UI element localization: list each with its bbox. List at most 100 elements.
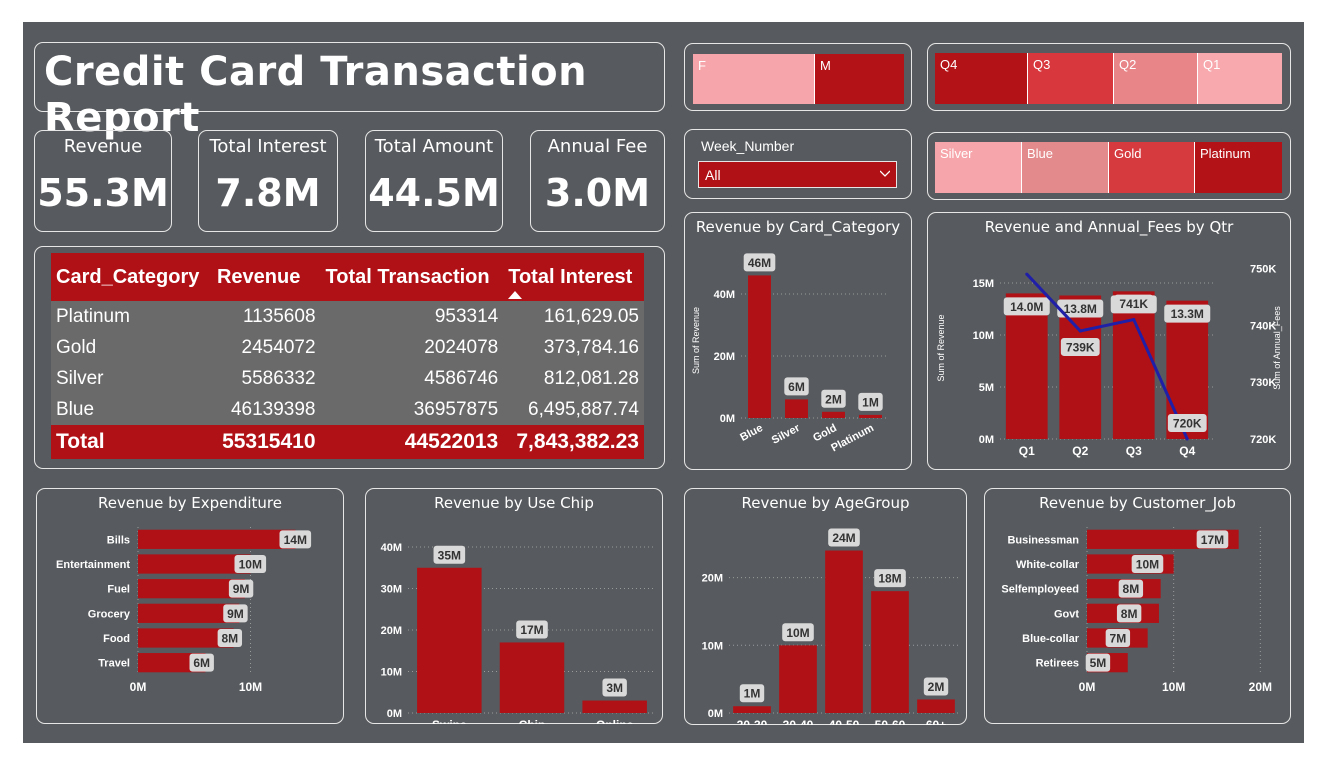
x-tick-label: 10M <box>1162 680 1185 694</box>
bar <box>582 700 647 713</box>
bar <box>822 411 845 418</box>
chevron-down-icon <box>880 170 890 177</box>
kpi-card-total-amount[interactable]: Total Amount 44.5M <box>365 130 503 232</box>
slicer-tile-quarter[interactable]: Q1 <box>1198 53 1282 104</box>
table-cell: 55315410 <box>211 425 321 459</box>
x-tick-label: 20M <box>1249 680 1272 694</box>
slicer-tile-category[interactable]: Silver <box>935 142 1022 193</box>
use-chip-chart-panel: Revenue by Use Chip 0M 10M 20M 30M 40M Swipe 3… <box>365 488 663 724</box>
data-label-text: 8M <box>1121 607 1138 621</box>
data-label-bg <box>1118 579 1144 598</box>
bar <box>871 591 909 713</box>
bar <box>138 603 240 623</box>
table-header[interactable]: Card_Category <box>51 253 212 301</box>
data-label-bg <box>743 253 776 272</box>
data-label-bg <box>1105 629 1131 647</box>
data-label-bg <box>1196 530 1229 549</box>
data-label: 17M <box>1196 530 1229 549</box>
quarter-slicer: Q4 Q3 Q2 Q1 <box>935 53 1282 104</box>
data-label-text: 46M <box>748 256 771 270</box>
slicer-tile-gender[interactable]: M <box>815 54 904 104</box>
bar <box>1005 293 1048 439</box>
data-label-text: 8M <box>1123 582 1140 596</box>
kpi-card-annual-fee[interactable]: Annual Fee 3.0M <box>530 130 665 232</box>
y2-axis-title: Sum of Annual_Fees <box>1272 306 1282 390</box>
y-tick-label: Govt <box>1054 608 1079 620</box>
table-cell: 46139398 <box>230 398 316 420</box>
bar <box>138 628 234 648</box>
page-title: Credit Card Transaction Report <box>44 49 588 141</box>
table-row[interactable]: Silver 5586332 4586746 812,081.28 <box>51 363 644 394</box>
x-tick-label: 60+ <box>926 718 946 725</box>
data-label-text: 17M <box>520 623 543 637</box>
bar <box>1112 291 1155 439</box>
data-label-text: 7M <box>1110 632 1127 646</box>
slicer-label: Q4 <box>940 57 958 72</box>
card-category-chart: 0M20M40MBlue46MSilver6MGold2MPlatinum1MS… <box>691 253 889 454</box>
table-header[interactable]: Total Transaction <box>320 253 504 301</box>
data-label-bg <box>858 392 883 411</box>
age-group-chart-panel: Revenue by AgeGroup 0M 10M 20M 20-30 1M 30-40… <box>684 488 967 725</box>
x-tick-label: Q1 <box>1019 444 1035 458</box>
x-tick-label: 50-60 <box>875 718 906 725</box>
kpi-card-total-interest[interactable]: Total Interest 7.8M <box>198 130 338 232</box>
data-label: 2M <box>821 389 846 408</box>
x-tick-label: Q4 <box>1179 444 1195 458</box>
data-label: 18M <box>874 569 906 588</box>
table-header[interactable]: Revenue <box>211 253 321 301</box>
table-cell: 812,081.28 <box>543 367 639 389</box>
y-tick-label: 20M <box>702 573 723 585</box>
data-label-bg <box>516 620 548 639</box>
quarter-slicer-panel: Q4 Q3 Q2 Q1 <box>927 43 1291 111</box>
data-label: 5M <box>1085 653 1111 672</box>
data-label-bg <box>1114 294 1154 313</box>
y-tick-label: 5M <box>979 382 994 394</box>
table-cell: 44522013 <box>320 425 504 459</box>
bar <box>499 642 565 713</box>
slicer-tile-category[interactable]: Gold <box>1109 142 1195 193</box>
expenditure-chart-panel: Revenue by Expenditure 0M 10M Bills 14M Ente… <box>36 488 344 724</box>
kpi-value: 3.0M <box>544 171 651 215</box>
table-row[interactable]: Blue 46139398 36957875 6,495,887.74 <box>51 394 644 425</box>
bar <box>138 653 206 673</box>
table-cell: 2024078 <box>424 336 499 358</box>
week-number-dropdown[interactable]: All <box>698 161 897 188</box>
data-label-bg <box>828 528 860 547</box>
annual-fee-line <box>1025 273 1189 440</box>
data-label-text: 720K <box>1173 417 1202 431</box>
data-label-bg <box>874 569 906 588</box>
data-label: 35M <box>433 545 466 564</box>
data-label-text: 14M <box>284 533 307 547</box>
slicer-tile-quarter[interactable]: Q4 <box>935 53 1028 104</box>
data-label-bg <box>1116 604 1142 623</box>
table-row[interactable]: Gold 2454072 2024078 373,784.16 <box>51 332 644 363</box>
customer-job-chart-panel: Revenue by Customer_Job 0M 10M 20M Business… <box>984 488 1291 724</box>
table-cell: Gold <box>56 336 97 358</box>
slicer-tile-category[interactable]: Platinum <box>1195 142 1282 193</box>
y2-tick-label: 720K <box>1250 434 1276 446</box>
title-panel: Credit Card Transaction Report <box>34 42 665 141</box>
slicer-label: Blue <box>1027 146 1054 161</box>
category-slicer: Silver Blue Gold Platinum <box>935 142 1282 193</box>
slicer-tile-quarter[interactable]: Q3 <box>1028 53 1114 104</box>
data-label-bg <box>602 678 627 697</box>
table-cell: Silver <box>56 367 104 389</box>
card-category-table: Card_Category Revenue Total Transaction … <box>51 253 644 459</box>
slicer-tile-gender[interactable]: F <box>693 54 815 104</box>
sort-ascending-icon[interactable] <box>508 290 523 299</box>
table-cell: 953314 <box>434 305 499 327</box>
line-point <box>1078 329 1082 333</box>
y-axis-title: Sum of Revenue <box>691 307 701 374</box>
table-row[interactable]: Platinum 1135608 953314 161,629.05 <box>51 301 644 332</box>
data-label-text: 741K <box>1119 297 1148 311</box>
table-cell: Platinum <box>56 305 130 327</box>
bar <box>785 399 808 418</box>
slicer-tile-quarter[interactable]: Q2 <box>1114 53 1198 104</box>
kpi-card-revenue[interactable]: Revenue 55.3M <box>34 130 172 232</box>
data-label-bg <box>234 555 267 573</box>
data-label-text: 17M <box>1201 533 1224 547</box>
table-cell: 5586332 <box>241 367 316 389</box>
slicer-tile-category[interactable]: Blue <box>1022 142 1109 193</box>
table-header-total-interest[interactable]: Total Interest <box>503 253 644 301</box>
x-tick-label: Q2 <box>1072 444 1088 458</box>
